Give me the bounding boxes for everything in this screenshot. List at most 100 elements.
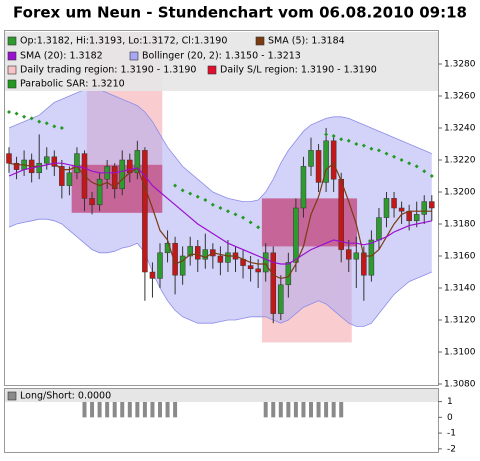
bar — [135, 401, 140, 418]
candle-body — [195, 246, 201, 260]
candle-body — [383, 198, 390, 218]
candle-body — [300, 166, 307, 209]
bar — [120, 401, 125, 418]
candle-body — [66, 172, 73, 186]
bar — [271, 401, 276, 418]
sar-dot — [399, 158, 404, 162]
candle-body — [338, 178, 344, 250]
y-tick-label: 1.3120 — [444, 316, 476, 326]
bar — [263, 401, 268, 418]
legend-swatch — [7, 79, 17, 89]
candle-body — [111, 166, 118, 190]
candle-body — [353, 252, 360, 260]
candle-body — [44, 156, 50, 164]
bar — [158, 401, 162, 418]
candle-body — [89, 198, 95, 206]
y-tick-label: 0 — [447, 413, 453, 423]
legend-label: Daily trading region: 1.3190 - 1.3190 — [20, 65, 196, 76]
legend-label: Op:1.3182, Hi:1.3193, Lo:1.3172, Cl:1.31… — [20, 36, 227, 47]
candle-body — [247, 265, 254, 270]
sar-dot — [376, 148, 381, 153]
legend-label: Parabolic SAR: 1.3210 — [20, 79, 125, 90]
legend-swatch — [129, 51, 139, 61]
chart-title: Forex um Neun - Stundenchart vom 06.08.2… — [13, 4, 467, 22]
legend-swatch — [7, 51, 17, 61]
candle-body — [119, 159, 125, 190]
candle-body — [406, 210, 412, 222]
bar — [293, 401, 298, 418]
candle-body — [157, 252, 163, 279]
sar-dot — [361, 143, 366, 148]
legend-swatch — [207, 65, 217, 75]
sma-line — [8, 162, 432, 265]
y-tick-label: 1.3280 — [444, 60, 476, 70]
candle-body — [36, 162, 42, 174]
legend-label: Long/Short: 0.0000 — [20, 391, 111, 402]
candle-body — [96, 178, 103, 206]
bollinger-line — [8, 218, 432, 327]
sar-dot — [29, 116, 34, 121]
bar — [278, 401, 283, 418]
sar-dot — [14, 111, 19, 116]
legend-swatch — [7, 391, 17, 401]
bar — [90, 401, 95, 418]
bar — [316, 401, 321, 418]
bar — [150, 401, 155, 418]
candle-body — [323, 140, 329, 183]
legend-swatch — [7, 65, 17, 75]
sar-dot — [210, 202, 215, 207]
candle-body — [172, 242, 178, 276]
sar-dot — [384, 151, 389, 156]
bar — [97, 401, 102, 418]
bar — [112, 401, 117, 418]
legends: Op:1.3182, Hi:1.3193, Lo:1.3172, Cl:1.31… — [5, 32, 438, 91]
sar-dot — [407, 161, 412, 166]
legend-label: Daily S/L region: 1.3190 - 1.3190 — [220, 65, 377, 76]
y-tick-label: 1.3080 — [444, 380, 476, 390]
candle-body — [255, 268, 261, 273]
sar-dot — [324, 132, 329, 137]
y-tick-label: 1.3200 — [444, 188, 476, 198]
candle-body — [346, 249, 352, 260]
sar-dot — [195, 194, 200, 199]
sar-dot — [248, 220, 253, 225]
bar — [331, 401, 336, 418]
candle-body — [278, 284, 284, 314]
candle-body — [202, 249, 209, 260]
candle-body — [429, 201, 435, 209]
candle-body — [6, 153, 12, 164]
sar-dot — [354, 142, 359, 146]
legend-label: SMA (20): 1.3182 — [20, 51, 103, 62]
sar-dot — [37, 119, 42, 124]
sar-dot — [241, 215, 246, 220]
candle-body — [421, 201, 427, 215]
sar-dot — [233, 212, 238, 217]
candle-body — [142, 150, 148, 273]
sar-dot — [52, 124, 57, 129]
sar-dot — [44, 121, 49, 126]
y-tick-label: 1.3100 — [444, 348, 476, 358]
sar-dot — [429, 174, 434, 178]
y-tick-label: 1 — [447, 397, 453, 407]
sar-dot — [422, 169, 427, 174]
y-tick-label: 1.3160 — [444, 252, 476, 262]
bar — [82, 401, 87, 418]
candle-body — [217, 255, 224, 263]
y-tick-label: 1.3140 — [444, 284, 476, 294]
candle-body — [262, 252, 269, 273]
candle-body — [308, 150, 314, 167]
sar-dot — [218, 206, 223, 210]
bar — [301, 401, 306, 418]
sar-dot — [188, 191, 193, 196]
candle-body — [413, 214, 420, 222]
sar-dot — [346, 138, 351, 143]
sar-dot — [331, 134, 336, 138]
candle-body — [376, 217, 382, 241]
candle-body — [361, 252, 367, 276]
candle-body — [51, 156, 58, 167]
candle-body — [225, 252, 231, 263]
y-tick-label: 1.3180 — [444, 220, 476, 230]
candle-body — [59, 166, 65, 186]
candle-body — [368, 239, 375, 276]
